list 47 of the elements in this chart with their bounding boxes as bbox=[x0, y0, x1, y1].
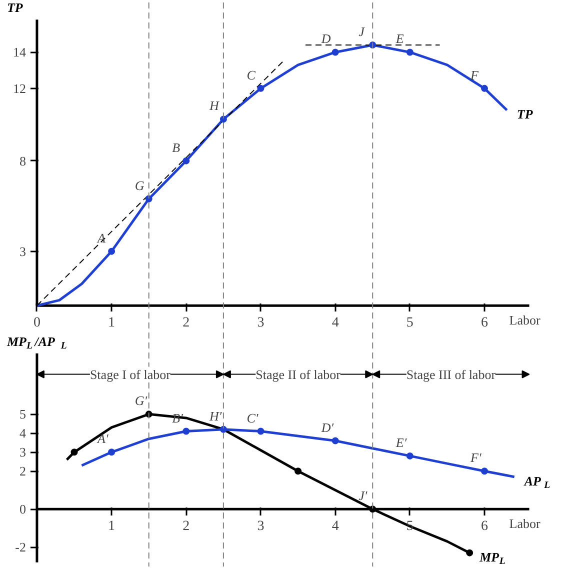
x-tick-label: 1 bbox=[108, 519, 116, 534]
x-tick-label: 4 bbox=[332, 519, 339, 534]
x-tick-label: 4 bbox=[332, 316, 339, 331]
annotation: E bbox=[394, 31, 404, 46]
x-tick-label: 5 bbox=[406, 316, 414, 331]
annotation: E′ bbox=[394, 434, 407, 450]
y-tick-label: 12 bbox=[12, 80, 26, 96]
annotation: A bbox=[96, 230, 106, 246]
x-axis-title: Labor bbox=[509, 516, 541, 532]
annotation: G′ bbox=[134, 393, 148, 408]
x-tick-label: 3 bbox=[257, 316, 264, 331]
annotation: A′ bbox=[96, 431, 108, 446]
x-tick-label: 2 bbox=[182, 316, 190, 331]
x-tick-label: 3 bbox=[257, 519, 264, 534]
y-tick-label: 5 bbox=[19, 406, 26, 422]
annotation: Stage I of labor bbox=[90, 366, 172, 382]
x-tick-label: 2 bbox=[182, 519, 190, 534]
x-tick-label: 6 bbox=[481, 519, 488, 534]
y-tick-label: -2 bbox=[15, 540, 26, 555]
annotation: H bbox=[208, 98, 220, 114]
x-tick-label: 6 bbox=[481, 316, 488, 331]
annotation: F′ bbox=[470, 450, 482, 466]
y-axis-title: TP bbox=[6, 0, 24, 16]
annotation: Stage III of labor bbox=[406, 366, 496, 382]
x-tick-label: 0 bbox=[33, 316, 40, 331]
annotation: B bbox=[172, 140, 180, 155]
annotation: G bbox=[134, 178, 145, 193]
annotation: C bbox=[246, 67, 256, 82]
y-tick-label: 14 bbox=[12, 44, 26, 60]
annotation: H′ bbox=[208, 408, 222, 424]
series-label: TP bbox=[516, 106, 534, 122]
x-tick-label: 1 bbox=[108, 316, 116, 331]
annotation: C′ bbox=[246, 410, 258, 426]
y-tick-label: 2 bbox=[19, 464, 26, 479]
series-label: APL bbox=[523, 473, 550, 491]
x-axis-title: Labor bbox=[509, 312, 541, 328]
annotation: J bbox=[358, 24, 366, 39]
y-tick-label: 0 bbox=[19, 502, 26, 517]
annotation: F bbox=[470, 67, 480, 82]
y-tick-label: 3 bbox=[19, 444, 26, 460]
annotation: Stage II of labor bbox=[256, 366, 342, 382]
annotation: D bbox=[320, 31, 332, 46]
y-tick-label: 8 bbox=[19, 153, 26, 168]
y-tick-label: 4 bbox=[19, 426, 26, 441]
annotation: J′ bbox=[358, 488, 368, 504]
y-tick-label: 3 bbox=[19, 244, 26, 259]
annotation: D′ bbox=[320, 420, 334, 435]
